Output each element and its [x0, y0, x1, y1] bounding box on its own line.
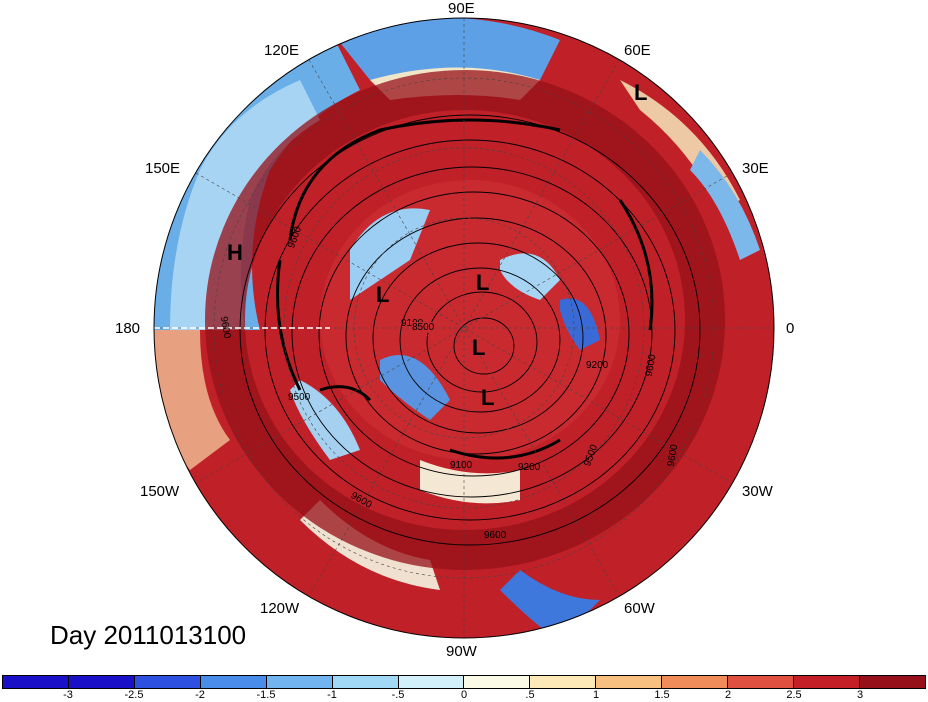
lon-label-90e: 90E	[448, 0, 475, 17]
low-center-label: L	[476, 270, 490, 295]
contour-label: 9600	[484, 530, 507, 541]
colorbar-swatch	[727, 676, 794, 688]
colorbar-swatch	[397, 676, 464, 688]
lon-label-60w: 60W	[624, 600, 655, 617]
contour-label: 8500	[412, 322, 435, 333]
colorbar-swatch	[3, 676, 68, 688]
colorbar-swatch	[133, 676, 200, 688]
colorbar-tick-label: 3	[856, 689, 864, 701]
colorbar-swatch	[529, 676, 596, 688]
lon-label-0: 0	[786, 320, 795, 337]
lon-label-60e: 60E	[624, 42, 651, 59]
contour-label: 9500	[288, 392, 311, 403]
lon-label-150e: 150E	[145, 160, 181, 177]
contour-label: 9200	[518, 462, 541, 473]
lon-label-150w: 150W	[140, 483, 180, 500]
colorbar-tick-label: -1	[327, 689, 337, 701]
lon-label-90w: 90W	[446, 643, 477, 660]
colorbar-tick-label: -3	[63, 689, 73, 701]
colorbar-tick-label: 2	[724, 689, 732, 701]
colorbar-swatch	[331, 676, 398, 688]
colorbar-tick-label: -2.5	[124, 689, 144, 701]
colorbar-tick-label: -2	[195, 689, 205, 701]
lon-label-120w: 120W	[260, 600, 300, 617]
low-center-label: L	[472, 335, 486, 360]
lon-label-30e: 30E	[742, 160, 769, 177]
low-center-label: L	[634, 80, 648, 105]
colorbar-tick-label: 0	[460, 689, 468, 701]
colorbar	[2, 675, 926, 689]
day-title: Day 2011013100	[50, 620, 247, 650]
colorbar-swatch	[265, 676, 332, 688]
colorbar-tick-label: -1.5	[256, 689, 276, 701]
colorbar-swatch	[67, 676, 134, 688]
colorbar-tick-label: 1.5	[654, 689, 670, 701]
colorbar-tick-label: .5	[525, 689, 535, 701]
colorbar-tick-label: -.5	[391, 689, 405, 701]
colorbar-swatch	[858, 676, 925, 688]
colorbar-swatch	[793, 676, 859, 688]
colorbar-tick-label: 1	[592, 689, 600, 701]
colorbar-swatch	[199, 676, 266, 688]
colorbar-swatch	[595, 676, 662, 688]
lon-label-120e: 120E	[264, 42, 300, 59]
colorbar-tick-label: 2.5	[786, 689, 802, 701]
low-center-label: L	[481, 385, 495, 410]
colorbar-swatch	[463, 676, 530, 688]
lon-label-30w: 30W	[742, 483, 773, 500]
contour-label: 9100	[450, 460, 473, 471]
low-center-label: L	[376, 282, 390, 307]
high-center-label: H	[227, 240, 243, 265]
contour-label: 9200	[586, 360, 609, 371]
lon-label-180: 180	[115, 320, 141, 337]
colorbar-swatch	[661, 676, 728, 688]
